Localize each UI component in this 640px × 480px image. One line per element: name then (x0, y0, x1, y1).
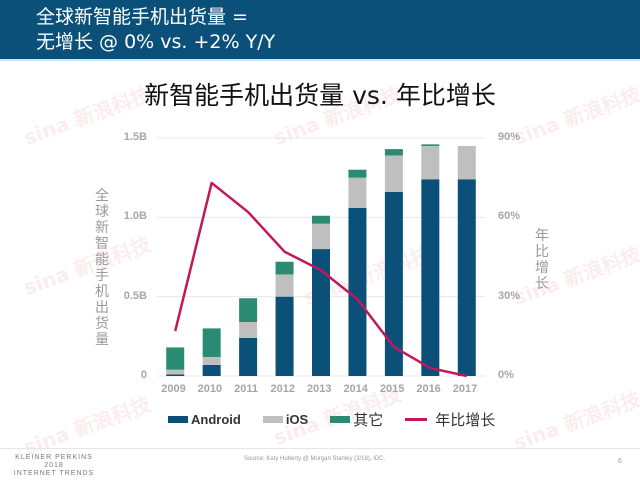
bar-segment-其它 (239, 298, 258, 323)
chart-legend: Android iOS 其它 年比增长 (168, 409, 517, 430)
x-tick-label: 2010 (197, 383, 223, 395)
header-title-line-1: 全球新智能手机出货量 = (36, 6, 248, 28)
other-swatch-icon (330, 416, 351, 423)
bar-segment-其它 (166, 347, 185, 370)
legend-item-android: Android (168, 412, 241, 427)
legend-label-other: 其它 (353, 411, 384, 429)
legend-item-other: 其它 (330, 409, 383, 430)
footer-source: Source: Katy Huberty @ Morgan Stanley (3… (244, 456, 386, 462)
bar-segment-其它 (421, 144, 440, 146)
left-tick-label: 1.0B (123, 210, 147, 223)
bar-segment-Android (202, 364, 221, 376)
x-tick-label: 2012 (270, 383, 296, 395)
bar-segment-Android (166, 374, 185, 376)
header-title-line-2: 无增长 @ 0% vs. +2% Y/Y (36, 31, 276, 53)
left-tick-label: 0 (140, 369, 147, 381)
footer-brand: KLEINER PERKINS 2018 INTERNET TRENDS (6, 454, 102, 478)
bar-segment-Android (275, 296, 294, 376)
page-number: 6 (618, 458, 622, 465)
ios-swatch-icon (262, 416, 283, 423)
brand-line-1: KLEINER PERKINS (15, 454, 93, 461)
bar-segment-Android (421, 179, 440, 376)
bar-segment-Android (239, 337, 258, 376)
bar-segment-其它 (312, 215, 330, 224)
brand-line-3: INTERNET TRENDS (13, 470, 95, 477)
left-tick-label: 0.5B (123, 289, 147, 302)
x-tick-label: 2015 (379, 383, 405, 395)
footer-divider (0, 448, 640, 449)
right-tick-label: 0% (498, 369, 514, 381)
x-tick-label: 2011 (234, 383, 258, 395)
bar-segment-iOS (348, 177, 367, 208)
bar-segment-iOS (275, 274, 294, 297)
legend-label-android: Android (191, 412, 241, 427)
legend-item-growth: 年比增长 (405, 409, 495, 430)
bar-segment-iOS (457, 145, 476, 180)
x-tick-label: 2014 (343, 383, 368, 395)
bar-segment-Android (384, 191, 403, 376)
bar-segment-iOS (421, 145, 440, 180)
growth-line (174, 181, 468, 378)
bar-segment-Android (348, 207, 367, 376)
bar-segment-Android (312, 249, 330, 376)
legend-label-ios: iOS (285, 412, 309, 427)
bar-segment-其它 (202, 328, 221, 357)
bar-segment-Android (457, 179, 476, 376)
right-tick-label: 60% (498, 210, 521, 223)
android-swatch-icon (168, 416, 188, 423)
right-axis-label: 年比增长 (535, 228, 549, 292)
bar-segment-iOS (239, 322, 258, 338)
bar-segment-iOS (166, 369, 185, 375)
bar-segment-iOS (312, 223, 330, 250)
x-tick-label: 2013 (307, 383, 332, 395)
bar-segment-iOS (384, 155, 403, 192)
right-tick-label: 90% (498, 131, 521, 143)
left-tick-label: 1.5B (123, 131, 147, 143)
brand-line-2: 2018 (44, 462, 64, 469)
right-tick-label: 30% (498, 289, 521, 302)
slide-header: 全球新智能手机出货量 = 无增长 @ 0% vs. +2% Y/Y (0, 0, 640, 61)
bar-segment-其它 (275, 261, 294, 275)
left-axis-label: 全球新智能手机出货量 (95, 188, 109, 348)
growth-line-icon (405, 418, 428, 421)
bar-segment-iOS (202, 356, 221, 365)
bar-segment-其它 (384, 149, 403, 156)
x-tick-label: 2017 (452, 383, 478, 395)
x-tick-label: 2009 (161, 383, 186, 395)
x-tick-label: 2016 (416, 383, 441, 395)
legend-item-ios: iOS (262, 412, 309, 427)
chart-title: 新智能手机出货量 vs. 年比增长 (144, 81, 496, 110)
legend-label-growth: 年比增长 (435, 411, 496, 429)
bar-segment-其它 (348, 169, 367, 178)
